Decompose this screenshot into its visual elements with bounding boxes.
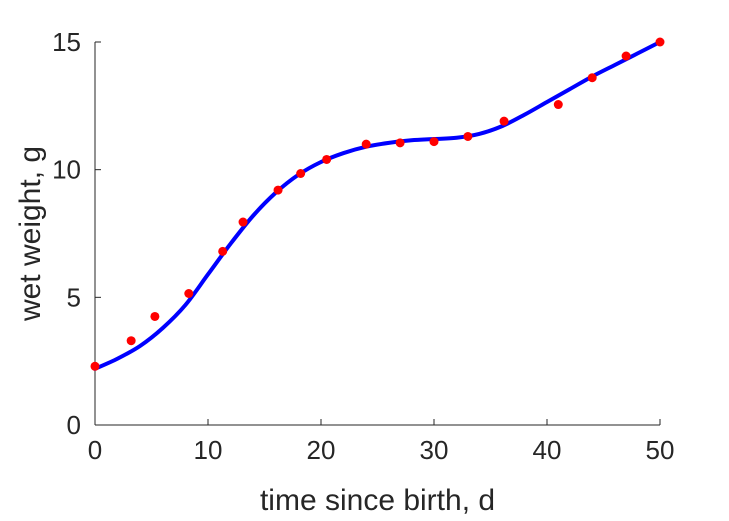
data-point: [126, 336, 136, 346]
axes: [94, 42, 660, 426]
data-point: [238, 217, 248, 227]
data-point: [587, 73, 597, 83]
x-ticks: 0 10 20 30 40 50: [88, 419, 675, 465]
y-tick-label: 0: [67, 410, 81, 440]
data-point: [463, 131, 473, 141]
data-point: [184, 289, 194, 299]
x-tick-label: 40: [533, 435, 562, 465]
data-point: [322, 154, 332, 164]
data-point: [429, 137, 439, 147]
x-tick-label: 50: [646, 435, 675, 465]
series-line: [93, 40, 662, 371]
data-points: [90, 37, 665, 371]
x-axis-label: time since birth, d: [260, 484, 495, 517]
data-point: [150, 311, 160, 321]
data-point: [296, 168, 306, 178]
data-point: [90, 361, 100, 371]
x-tick-label: 20: [307, 435, 336, 465]
y-axis-label: wet weight, g: [14, 146, 47, 322]
data-point: [218, 246, 228, 256]
x-tick-label: 30: [420, 435, 449, 465]
x-tick-label: 0: [88, 435, 102, 465]
data-point: [395, 138, 405, 148]
x-tick-label: 10: [194, 435, 223, 465]
y-ticks: 0 5 10 15: [52, 27, 101, 440]
data-point: [655, 37, 665, 47]
data-point: [499, 116, 509, 126]
y-tick-label: 15: [52, 27, 81, 57]
data-point: [553, 100, 563, 110]
data-point: [621, 51, 631, 61]
y-tick-label: 10: [52, 155, 81, 185]
data-point: [361, 139, 371, 149]
data-point: [273, 185, 283, 195]
y-tick-label: 5: [67, 282, 81, 312]
